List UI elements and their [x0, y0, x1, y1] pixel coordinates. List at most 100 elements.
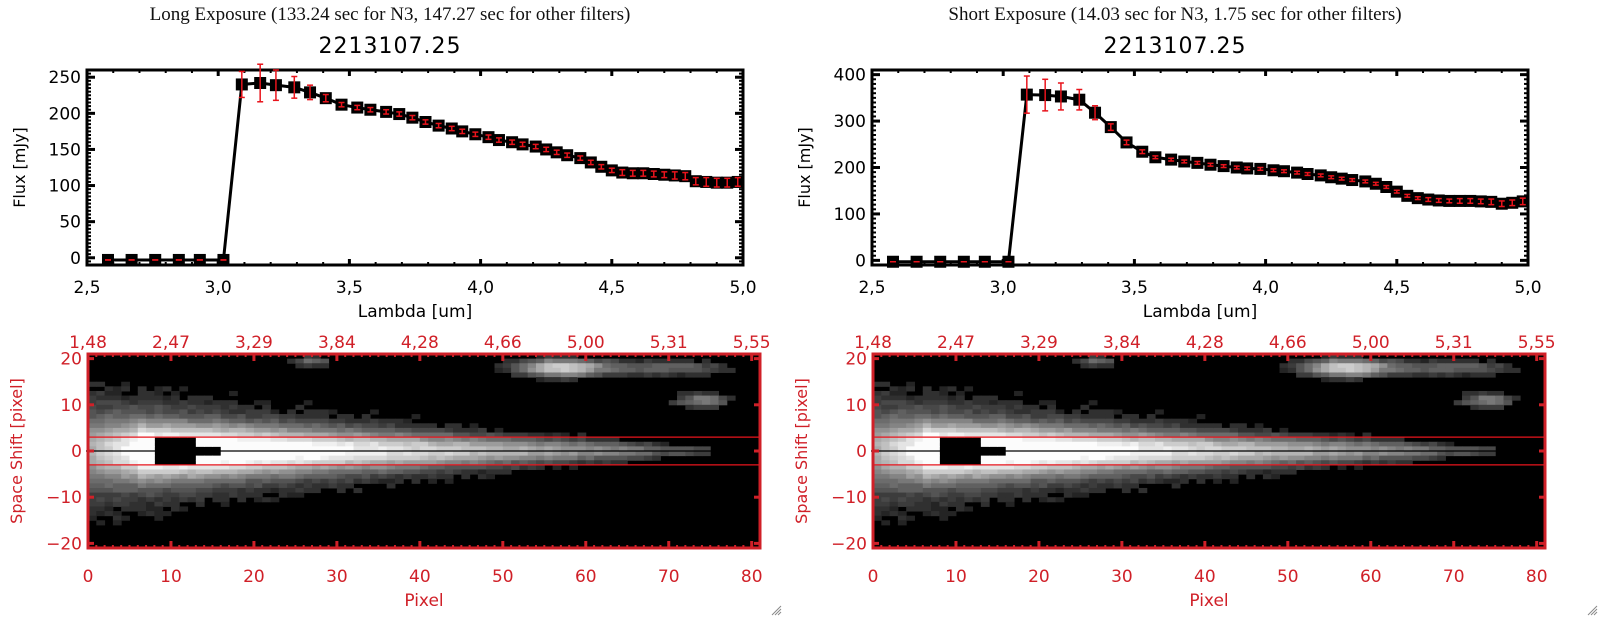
image-pixel: [931, 497, 940, 503]
image-pixel: [914, 464, 924, 470]
image-pixel: [1462, 446, 1471, 452]
image-pixel: [1047, 460, 1057, 466]
image-pixel: [1171, 464, 1181, 470]
image-pixel: [428, 451, 437, 457]
image-pixel: [1047, 469, 1057, 475]
image-pixel: [1387, 363, 1397, 369]
image-pixel: [1379, 363, 1388, 369]
image-pixel: [693, 446, 703, 452]
image-pixel: [914, 400, 924, 406]
image-pixel: [873, 492, 882, 498]
image-pixel: [1188, 441, 1198, 447]
image-pixel: [931, 492, 940, 498]
image-pixel: [1312, 363, 1322, 369]
image-pixel: [353, 423, 363, 429]
image-pixel: [1453, 372, 1463, 378]
image-pixel: [1163, 437, 1173, 443]
image-pixel: [1428, 455, 1438, 461]
x-tick-label: 2,5: [858, 278, 885, 298]
resize-grip-icon[interactable]: [1586, 604, 1598, 616]
image-pixel: [897, 400, 907, 406]
image-pixel: [536, 437, 545, 443]
image-pixel: [1321, 377, 1330, 383]
image-pixel: [1005, 492, 1015, 498]
image-pixel: [212, 487, 222, 494]
image-pixel: [906, 474, 915, 480]
image-pixel: [1262, 464, 1272, 470]
image-pixel: [1445, 363, 1455, 369]
image-pixel: [980, 455, 990, 461]
image-pixel: [1072, 409, 1081, 415]
image-pixel: [502, 460, 512, 466]
image-pixel: [96, 487, 106, 494]
image-pixel: [1146, 427, 1156, 434]
image-pixel: [1379, 372, 1388, 378]
image-pixel: [1072, 492, 1081, 498]
image-pixel: [1329, 432, 1339, 438]
image-pixel: [1453, 446, 1463, 452]
image-pixel: [1038, 460, 1048, 466]
error-bar: [354, 104, 361, 111]
image-pixel: [1072, 451, 1081, 457]
resize-grip-icon[interactable]: [770, 604, 782, 616]
image-pixel: [270, 427, 280, 434]
image-pixel: [170, 483, 180, 489]
image-pixel: [922, 441, 932, 447]
image-pixel: [262, 460, 272, 466]
image-pixel: [585, 446, 595, 452]
image-pixel: [701, 400, 711, 406]
image-pixel: [980, 464, 990, 470]
image-pixel: [1188, 427, 1198, 434]
image-pixel: [112, 390, 122, 397]
image-pixel: [972, 492, 982, 498]
image-pixel: [262, 455, 272, 461]
image-pixel: [137, 423, 147, 429]
error-bar: [1304, 171, 1311, 177]
error-bar: [422, 119, 429, 125]
image-pixel: [931, 418, 940, 424]
image-pixel: [370, 441, 379, 447]
image-pixel: [104, 455, 114, 461]
image-pixel: [469, 469, 479, 475]
image-pixel: [1403, 358, 1413, 364]
image-pixel: [1171, 451, 1181, 457]
image-pixel: [1179, 441, 1189, 447]
image-pixel: [370, 446, 379, 452]
image-pixel: [1138, 478, 1148, 484]
image-pixel: [1146, 446, 1156, 452]
image-pixel: [1312, 460, 1322, 466]
image-pixel: [179, 478, 189, 484]
image-pixel: [129, 469, 139, 475]
image-pixel: [1038, 427, 1048, 434]
image-pixel: [1337, 446, 1347, 452]
image-pixel: [897, 451, 907, 457]
image-pixel: [320, 478, 330, 484]
image-pixel: [660, 451, 670, 457]
image-pixel: [939, 427, 949, 434]
image-pixel: [955, 483, 965, 489]
image-pixel: [1063, 441, 1073, 447]
image-pixel: [1254, 423, 1264, 429]
image-pixel: [980, 441, 990, 447]
image-pixel: [170, 400, 180, 406]
spectrum-title: 2213107.25: [1103, 34, 1247, 59]
image-pixel: [1155, 418, 1164, 424]
image-pixel: [939, 515, 949, 521]
image-pixel: [1503, 400, 1513, 406]
image-pixel: [955, 404, 965, 410]
image-pixel: [1080, 358, 1090, 364]
image-pixel: [121, 386, 130, 392]
image-pixel: [477, 469, 487, 475]
image-pixel: [980, 478, 990, 484]
image-pixel: [1063, 474, 1073, 480]
image-pixel: [1080, 414, 1090, 420]
image-pixel: [1312, 464, 1322, 470]
image-pixel: [88, 511, 97, 517]
image-pixel: [303, 358, 313, 364]
image-pixel: [511, 441, 520, 447]
image-pixel: [303, 363, 313, 369]
image-pixel: [1163, 478, 1173, 484]
image-pixel: [1370, 455, 1380, 461]
image-pixel: [220, 492, 230, 498]
top-axis-tick-label: 5,55: [733, 333, 771, 353]
